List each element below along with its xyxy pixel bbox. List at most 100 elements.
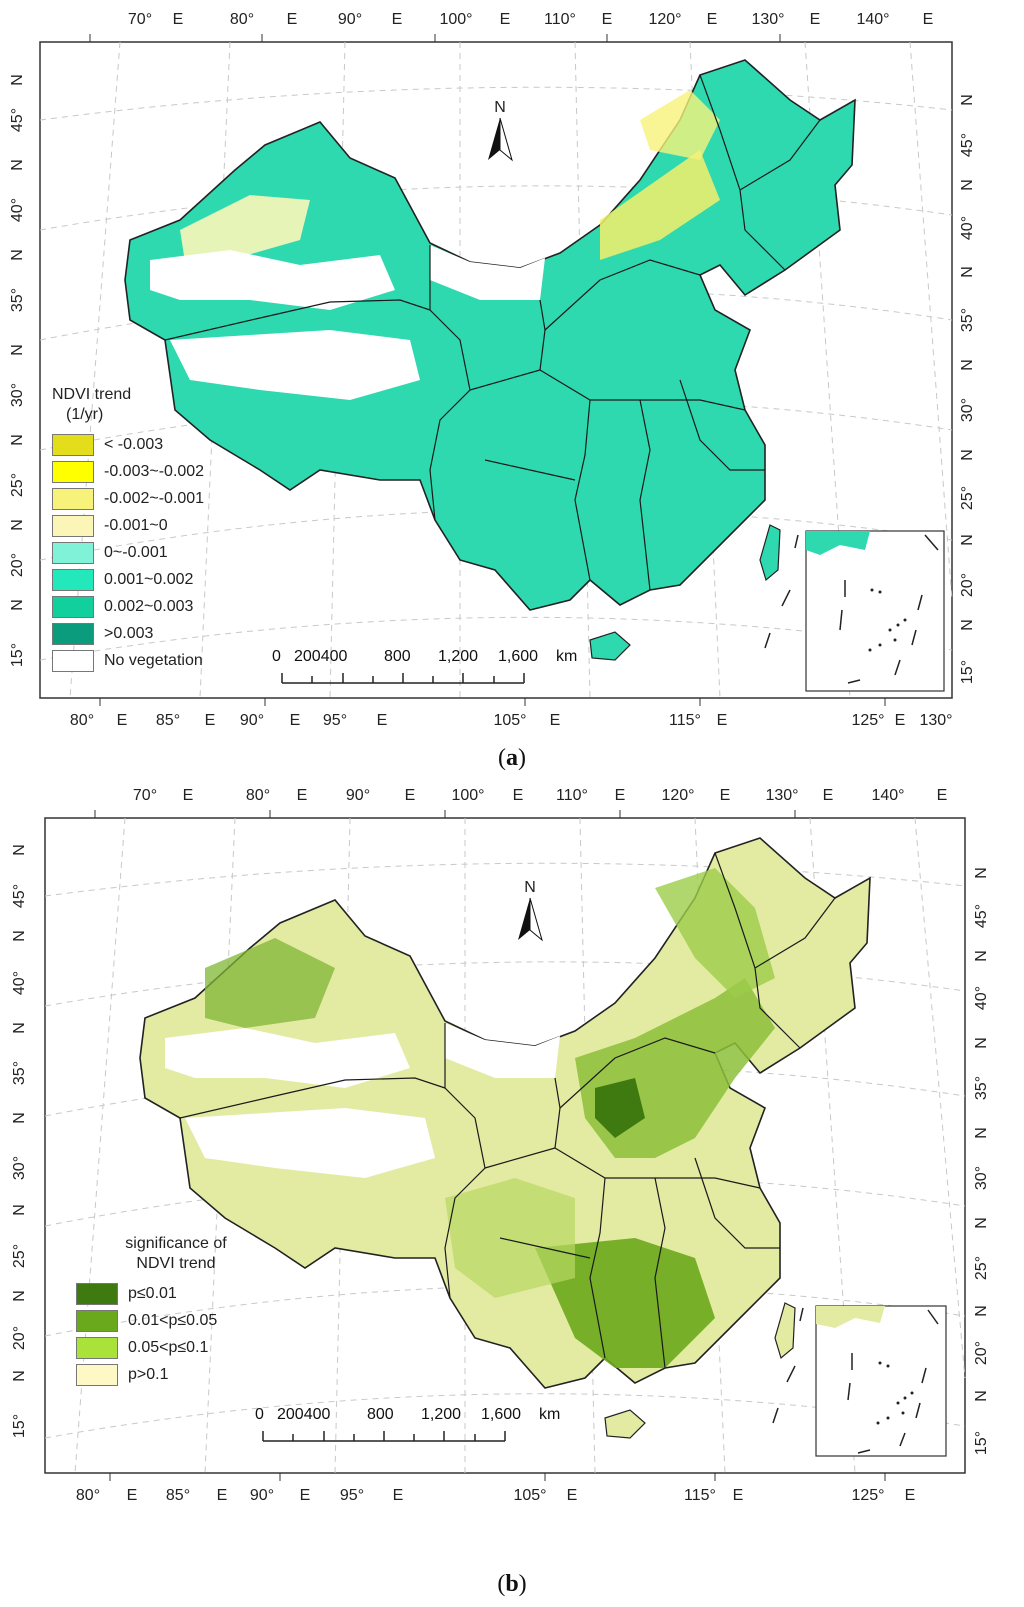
bottom-axis: 80° E 85° E 90° E 95° E 105° E 115° E 12… [76,1473,915,1504]
legend-swatch [76,1363,118,1386]
legend-swatch [52,541,94,564]
no-vegetation-areas [150,245,545,400]
bottom-tick: E [377,712,388,729]
bottom-tick: 85° [156,712,180,729]
top-tick: 80° [230,11,254,28]
inset-coast [816,1306,885,1328]
top-tick: 70° [128,11,152,28]
right-tick: N [973,1037,990,1049]
legend-swatch [76,1336,118,1359]
panel-a: N 70° E 80° E 90° E 100° E 110° E 120° E… [0,0,1024,771]
legend-label: p>0.1 [128,1365,169,1383]
scale-bar: 0 200400 800 1,200 1,600 km [255,1406,560,1446]
legend-swatch [76,1309,118,1332]
legend-title-line2: NDVI trend [136,1255,216,1272]
legend-significance: significance of NDVI trend p≤0.01 0.01<p≤… [76,1234,276,1388]
bottom-tick: 130° [919,712,952,729]
caption-label: a [506,745,518,771]
bottom-tick: E [733,1487,744,1504]
legend-swatch [52,460,94,483]
left-tick: N [9,434,26,446]
top-tick: 110° [544,11,576,28]
legend-label: 0.002~0.003 [104,597,194,615]
left-tick: N [11,1112,28,1124]
left-tick: N [9,344,26,356]
caption-label: b [505,1571,519,1597]
scale-label: 1,200 [438,648,479,665]
inset-dashes [839,534,939,684]
inset-islands [868,588,907,652]
top-tick: 100° [451,787,484,804]
north-label: N [524,879,536,896]
bottom-axis: 80° E 85° E 90° E 95° E 105° E 115° E 12… [70,698,953,729]
legend-item: 0.001~0.002 [52,566,252,593]
scale-label: 800 [384,648,411,665]
legend-item: 0.01<p≤0.05 [76,1307,276,1334]
top-tick: E [183,787,194,804]
top-tick: 140° [856,11,889,28]
caption-a: (a) [498,745,526,771]
north-label: N [494,99,506,116]
legend-item: 0.002~0.003 [52,593,252,620]
legend-swatch [52,622,94,645]
scale-label: 1,200 [421,1406,462,1423]
left-tick: N [9,599,26,611]
left-tick: 45° [11,884,28,908]
bottom-tick: E [217,1487,228,1504]
bottom-tick: E [895,712,906,729]
caption-b: (b) [497,1571,527,1597]
right-tick: 15° [959,660,976,684]
inset-coast [806,531,870,555]
left-axis: N 45° N 40° N 35° N 30° N 25° N 20° N 15… [9,74,26,667]
left-tick: 30° [11,1156,28,1180]
bottom-tick: E [717,712,728,729]
north-arrow: N [488,99,513,162]
top-tick: 110° [556,787,588,804]
right-tick: N [959,534,976,546]
right-tick: N [973,1390,990,1402]
scale-label: 1,600 [481,1406,522,1423]
top-tick: 70° [133,787,157,804]
right-tick: 20° [959,573,976,597]
left-axis: N 45° N 40° N 35° N 30° N 25° N 20° N 15… [11,844,28,1438]
left-tick: N [11,1370,28,1382]
left-tick: 25° [9,473,26,497]
boundary-dashes [764,534,799,649]
left-tick: 20° [9,553,26,577]
right-axis: N 45° N 40° N 35° N 30° N 25° N 20° N 15… [959,94,976,684]
legend-item: No vegetation [52,647,252,674]
legend-swatch [52,649,94,672]
legend-item: < -0.003 [52,431,252,458]
top-tick: 120° [661,787,694,804]
bottom-tick: 115° [684,1487,716,1504]
no-vegetation-areas [165,1023,560,1178]
right-tick: 35° [973,1076,990,1100]
top-tick: E [707,11,718,28]
legend-ndvi-trend: NDVI trend (1/yr) < -0.003 -0.003~-0.002 -… [52,385,252,674]
top-tick: E [297,787,308,804]
left-tick: 35° [11,1061,28,1085]
right-tick: 25° [959,486,976,510]
left-tick: 30° [9,383,26,407]
scale-labels: 0 200400 800 1,200 1,600 km [272,648,577,668]
right-tick: 25° [973,1256,990,1280]
bottom-tick: E [117,712,128,729]
right-tick: 30° [959,398,976,422]
legend-label: p≤0.01 [128,1284,177,1302]
top-axis: 70° E 80° E 90° E 100° E 110° E 120° E 1… [94,787,947,818]
bottom-tick: 80° [76,1487,100,1504]
top-tick: E [720,787,731,804]
left-tick: N [9,159,26,171]
legend-title-line2: (1/yr) [66,406,104,423]
left-tick: N [11,1204,28,1216]
right-axis: N 45° N 40° N 35° N 30° N 25° N 20° N 15… [973,867,990,1455]
right-tick: N [959,94,976,106]
top-tick: E [513,787,524,804]
right-tick: N [973,1217,990,1229]
left-tick: 15° [11,1414,28,1438]
right-tick: 15° [973,1431,990,1455]
inset-dashes [847,1309,939,1454]
left-tick: N [11,844,28,856]
legend-label: 0~-0.001 [104,543,168,561]
legend-item: -0.003~-0.002 [52,458,252,485]
